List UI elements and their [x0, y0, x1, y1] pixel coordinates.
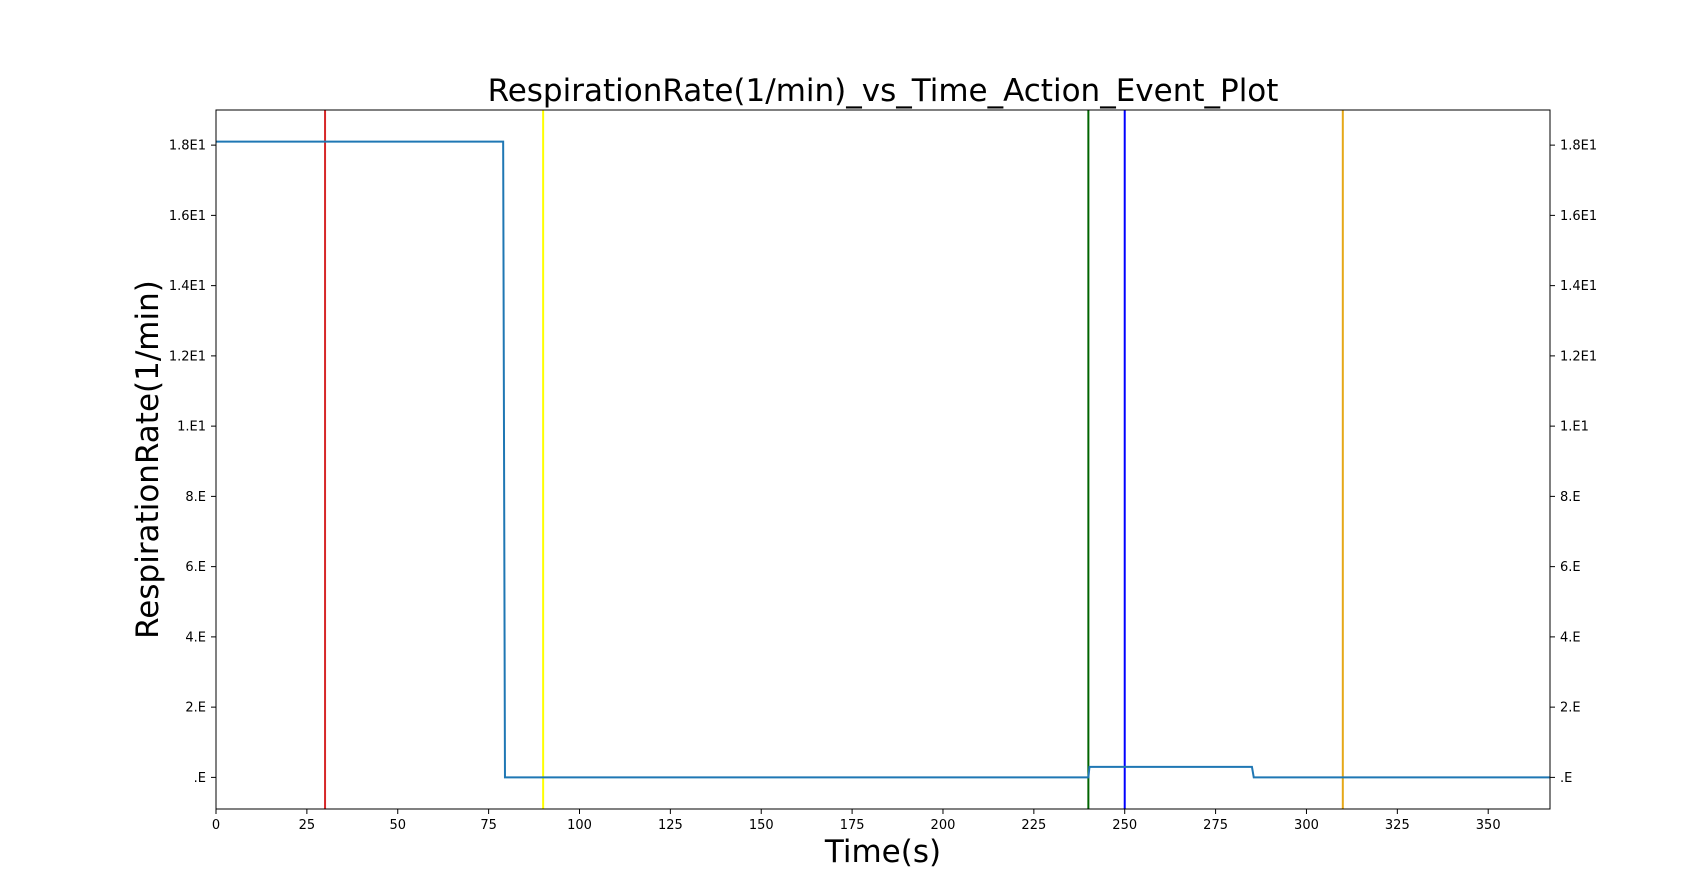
x-tick-label: 200 — [931, 818, 956, 833]
x-tick-label: 250 — [1112, 818, 1137, 833]
y-tick-label-right: 2.E — [1560, 701, 1581, 716]
x-tick-label: 300 — [1294, 818, 1319, 833]
x-tick-label: 225 — [1021, 818, 1046, 833]
y-tick-label-right: 1.6E1 — [1560, 209, 1597, 224]
plot-frame — [215, 109, 1551, 810]
y-tick-label-right: 8.E — [1560, 490, 1581, 505]
x-tick-label: 0 — [212, 818, 220, 833]
x-axis-label: Time(s) — [824, 834, 941, 870]
x-tick-label: 325 — [1385, 818, 1410, 833]
y-tick-label-left: 8.E — [185, 490, 206, 505]
x-tick-label: 100 — [567, 818, 592, 833]
x-tick-label: 275 — [1203, 818, 1228, 833]
y-tick-label-right: 1.4E1 — [1560, 279, 1597, 294]
x-tick-label: 25 — [299, 818, 316, 833]
y-tick-label-left: .E — [194, 771, 206, 786]
x-tick-label: 350 — [1476, 818, 1501, 833]
y-tick-label-right: 1.E1 — [1560, 420, 1589, 435]
x-tick-label: 75 — [480, 818, 497, 833]
y-tick-label-right: 1.2E1 — [1560, 349, 1597, 364]
y-tick-label-left: 2.E — [185, 701, 206, 716]
x-tick-label: 125 — [658, 818, 683, 833]
y-tick-label-left: 1.8E1 — [169, 139, 206, 154]
y-tick-label-left: 1.6E1 — [169, 209, 206, 224]
y-tick-label-right: 4.E — [1560, 630, 1581, 645]
series-line-0 — [216, 140, 1550, 779]
y-tick-label-right: 6.E — [1560, 560, 1581, 575]
x-tick-label: 50 — [389, 818, 406, 833]
y-tick-label-left: 6.E — [185, 560, 206, 575]
y-tick-label-right: .E — [1560, 771, 1572, 786]
y-tick-label-left: 1.E1 — [177, 420, 206, 435]
y-tick-label-left: 4.E — [185, 630, 206, 645]
x-tick-label: 150 — [749, 818, 774, 833]
y-tick-label-right: 1.8E1 — [1560, 139, 1597, 154]
chart-title: RespirationRate(1/min)_vs_Time_Action_Ev… — [488, 73, 1279, 109]
ticks: 0 25 50 75 100 125 150 175 200 225 250 275 300 325 350… — [169, 139, 1597, 833]
x-tick-label: 175 — [840, 818, 865, 833]
y-tick-label-left: 1.2E1 — [169, 349, 206, 364]
series-layer — [216, 140, 1550, 779]
y-tick-label-left: 1.4E1 — [169, 279, 206, 294]
event-lines — [324, 110, 1344, 809]
y-axis-label: RespirationRate(1/min) — [130, 280, 166, 639]
